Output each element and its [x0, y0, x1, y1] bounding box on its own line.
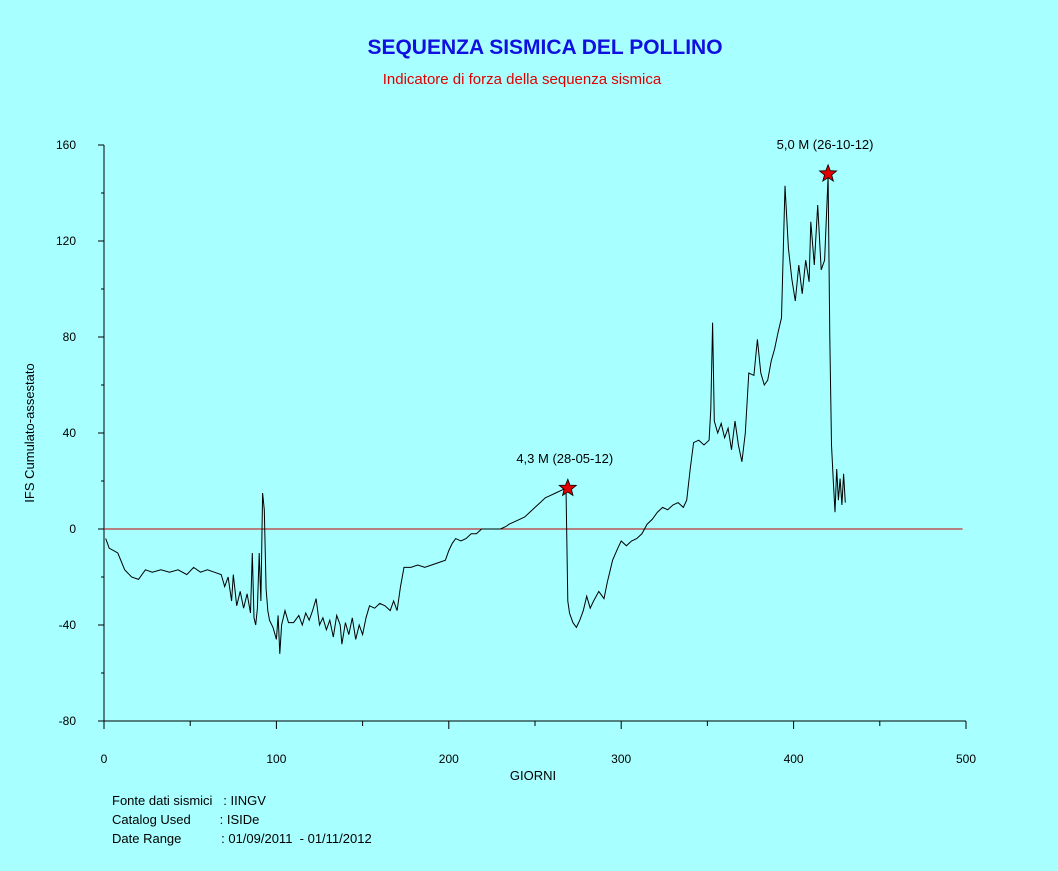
chart-title: SEQUENZA SISMICA DEL POLLINO [367, 36, 722, 59]
annotation-group: 4,3 M (28-05-12) 5,0 M (26-10-12) [516, 137, 874, 497]
x-tick-label: 500 [956, 752, 976, 766]
x-tick-label: 300 [611, 752, 631, 766]
annotation-label: 4,3 M (28-05-12) [516, 451, 613, 466]
x-tick-label: 0 [101, 752, 108, 766]
y-tick-label: -80 [59, 714, 77, 728]
y-tick-label: 40 [63, 426, 77, 440]
info-source: Fonte dati sismici : IINGV [112, 793, 266, 808]
y-tick-label: 120 [56, 234, 76, 248]
info-date-range: Date Range : 01/09/2011 - 01/11/2012 [112, 831, 372, 846]
chart-subtitle: Indicatore di forza della sequenza sismi… [383, 71, 662, 88]
x-axis-label: GIORNI [510, 768, 556, 783]
info-catalog: Catalog Used : ISIDe [112, 812, 259, 827]
y-tick-label: 160 [56, 138, 76, 152]
y-tick-label: 0 [69, 522, 76, 536]
x-tick-label: 400 [784, 752, 804, 766]
y-tick-label: 80 [63, 330, 77, 344]
annotation-label: 5,0 M (26-10-12) [777, 137, 874, 152]
star-marker-icon [818, 163, 838, 183]
star-marker-icon [558, 478, 578, 497]
x-tick-label: 100 [266, 752, 286, 766]
ifs-series-line [105, 176, 846, 654]
y-axis-ticks: -80 -40 0 40 80 120 160 [56, 138, 104, 728]
y-axis-label: IFS Cumulato-assestato [22, 363, 37, 502]
x-axis-ticks: 0 100 200 300 400 500 [101, 721, 976, 766]
x-tick-label: 200 [439, 752, 459, 766]
y-tick-label: -40 [59, 618, 77, 632]
